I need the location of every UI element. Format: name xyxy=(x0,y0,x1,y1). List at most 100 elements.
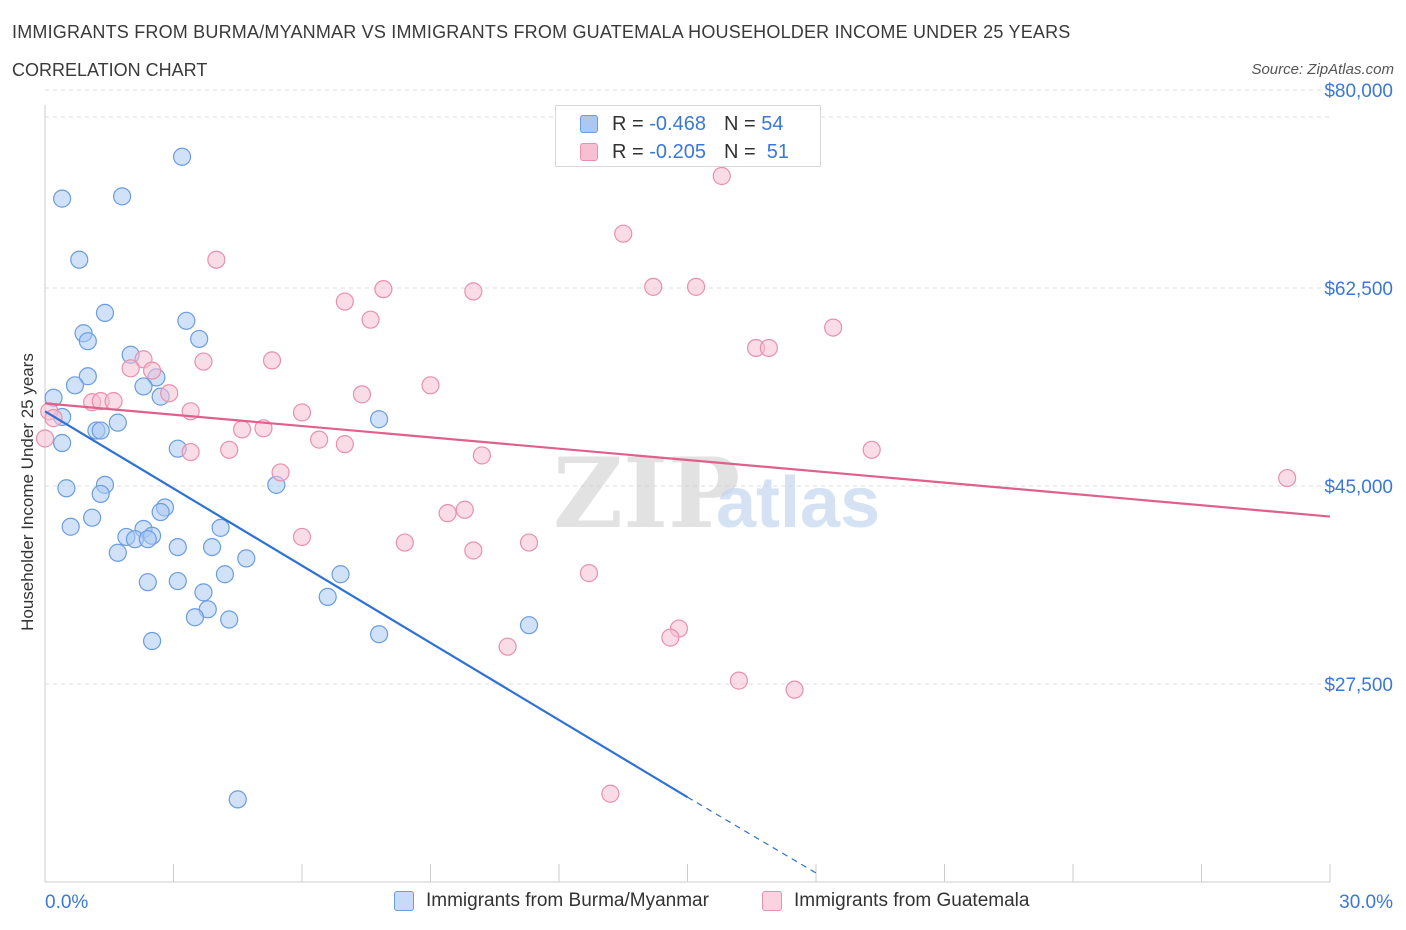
point-burma xyxy=(61,517,80,536)
point-guatemala xyxy=(292,527,312,547)
point-burma xyxy=(177,311,196,330)
point-guatemala xyxy=(142,361,162,380)
point-burma xyxy=(151,502,170,522)
point-guatemala xyxy=(292,403,312,422)
point-burma xyxy=(108,543,127,562)
point-guatemala xyxy=(614,224,633,243)
point-burma xyxy=(108,413,127,432)
point-burma xyxy=(138,530,157,549)
chart-subtitle: CORRELATION CHART xyxy=(12,60,208,80)
bottom-legend-swatch-burma xyxy=(394,891,414,911)
axes xyxy=(44,105,1331,883)
trend-line-guatemala xyxy=(44,402,1331,518)
point-guatemala xyxy=(160,384,179,403)
point-burma xyxy=(95,303,115,322)
point-guatemala xyxy=(352,385,372,404)
x-tick-label-min: 0.0% xyxy=(45,892,88,913)
point-burma xyxy=(168,537,187,557)
point-burma xyxy=(211,518,230,537)
point-burma xyxy=(78,367,97,386)
point-burma xyxy=(237,549,256,568)
legend-n-label: N = xyxy=(723,112,756,135)
y-tick-label: $80,000 xyxy=(1324,81,1393,102)
point-guatemala xyxy=(686,277,706,296)
point-burma xyxy=(185,608,205,627)
point-guatemala xyxy=(271,463,290,482)
point-burma xyxy=(70,250,89,269)
point-burma xyxy=(53,189,72,208)
correlation-legend: R = -0.468 N = 54 R = -0.205 N = 51 xyxy=(555,105,821,167)
legend-row-burma: R = -0.468 N = 54 xyxy=(580,112,783,136)
point-guatemala xyxy=(862,440,881,459)
y-tick-label: $62,500 xyxy=(1324,279,1393,300)
y-axis-label: Householder Income Under 25 years xyxy=(18,353,37,631)
point-burma xyxy=(220,610,239,629)
point-guatemala xyxy=(712,166,731,186)
point-guatemala xyxy=(455,500,474,519)
point-guatemala xyxy=(601,784,620,803)
y-tick-label: $27,500 xyxy=(1324,675,1393,696)
point-guatemala xyxy=(310,430,329,449)
point-guatemala xyxy=(644,277,663,296)
point-burma xyxy=(519,616,539,635)
point-guatemala xyxy=(661,628,680,647)
point-burma xyxy=(370,410,389,429)
point-guatemala xyxy=(181,442,200,462)
bottom-legend-label-guatemala: Immigrants from Guatemala xyxy=(794,890,1030,911)
bottom-legend-swatch-guatemala xyxy=(762,891,782,911)
legend-r-label: R = xyxy=(612,140,644,163)
point-burma xyxy=(138,573,157,592)
legend-n-value-burma: 54 xyxy=(761,112,784,135)
point-guatemala xyxy=(824,318,843,337)
point-guatemala xyxy=(335,435,354,454)
point-guatemala xyxy=(1278,468,1297,488)
point-guatemala xyxy=(785,680,804,699)
legend-r-value-guatemala: -0.205 xyxy=(649,140,706,163)
point-burma xyxy=(57,479,76,498)
trend-line-burma-extension xyxy=(687,796,817,874)
point-burma xyxy=(318,587,337,606)
point-burma xyxy=(91,421,110,440)
legend-n-value-guatemala: 51 xyxy=(766,140,790,163)
legend-swatch-guatemala xyxy=(580,143,598,161)
x-tick-labels: 0.0% 30.0% xyxy=(45,892,1393,913)
point-burma xyxy=(202,537,222,557)
point-guatemala xyxy=(374,280,393,299)
point-burma xyxy=(65,376,85,395)
trend-line-burma xyxy=(44,410,689,799)
trend-lines xyxy=(44,402,1331,874)
point-guatemala xyxy=(395,533,414,552)
point-guatemala xyxy=(262,351,282,370)
point-guatemala xyxy=(361,310,380,329)
point-guatemala xyxy=(335,292,354,311)
point-guatemala xyxy=(519,533,539,552)
bottom-legend-burma: Immigrants from Burma/Myanmar xyxy=(394,888,709,914)
point-burma xyxy=(53,433,72,453)
point-burma xyxy=(331,565,350,584)
point-burma xyxy=(215,565,234,584)
x-tick-label-max: 30.0% xyxy=(1339,892,1393,913)
point-guatemala xyxy=(35,429,55,448)
chart-source: Source: ZipAtlas.com xyxy=(1251,61,1394,78)
point-guatemala xyxy=(464,282,483,301)
point-burma xyxy=(172,147,192,166)
point-guatemala xyxy=(579,564,599,583)
point-burma xyxy=(112,187,132,206)
point-guatemala xyxy=(438,504,457,523)
point-guatemala xyxy=(759,338,778,358)
point-guatemala xyxy=(421,376,440,395)
legend-r-value-burma: -0.468 xyxy=(649,112,706,135)
watermark-atlas: atlas xyxy=(716,463,880,543)
point-guatemala xyxy=(104,392,123,411)
point-burma xyxy=(142,631,162,651)
grid-lines xyxy=(45,89,1330,685)
bottom-legend-guatemala: Immigrants from Guatemala xyxy=(762,888,1029,914)
point-burma xyxy=(228,790,247,809)
point-guatemala xyxy=(207,250,226,269)
point-guatemala xyxy=(220,440,239,459)
watermark: ZIP atlas xyxy=(553,437,880,550)
point-burma xyxy=(134,377,153,396)
data-points xyxy=(35,147,1297,809)
point-guatemala xyxy=(232,420,252,439)
